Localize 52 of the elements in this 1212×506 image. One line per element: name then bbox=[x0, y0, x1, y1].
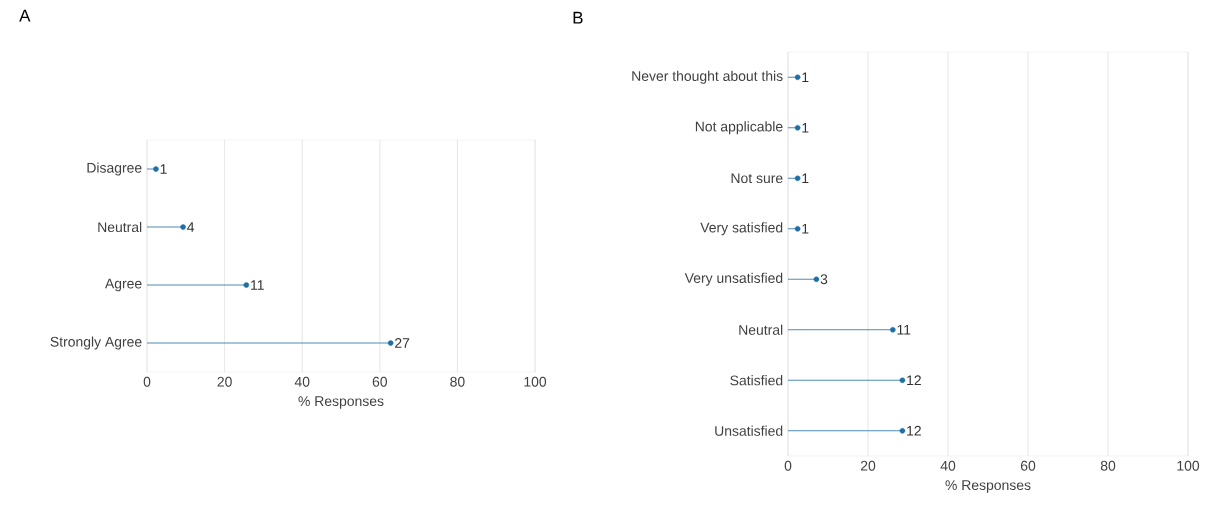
point bbox=[180, 224, 186, 230]
chart-title: A bbox=[19, 9, 31, 22]
y-tick-label: Satisfied bbox=[730, 375, 783, 386]
point bbox=[243, 282, 250, 288]
y-tick-label: Neutral bbox=[98, 221, 142, 233]
x-tick-label: 20 bbox=[217, 376, 232, 387]
point bbox=[153, 166, 159, 172]
point bbox=[794, 175, 801, 182]
y-tick-label: Neutral bbox=[739, 324, 783, 335]
x-tick-label: 100 bbox=[1177, 460, 1200, 471]
y-tick-label: Not sure bbox=[731, 173, 783, 184]
annotation: 27 bbox=[395, 338, 410, 348]
annotation: 3 bbox=[820, 274, 828, 285]
x-tick-label: 80 bbox=[450, 376, 465, 387]
x-tick-label: 0 bbox=[784, 460, 792, 471]
point bbox=[813, 276, 820, 283]
y-tick-label: Strongly Agree bbox=[50, 336, 142, 350]
annotation: 1 bbox=[160, 164, 167, 174]
y-tick-label: Very satisfied bbox=[700, 222, 783, 236]
y-tick-label: Very unsatisfied bbox=[684, 272, 783, 286]
point bbox=[794, 225, 801, 232]
point bbox=[387, 340, 394, 346]
x-axis-title: % Responses bbox=[945, 480, 1031, 493]
x-tick-label: 40 bbox=[294, 376, 310, 387]
annotation: 11 bbox=[897, 324, 911, 335]
annotation: 11 bbox=[251, 280, 264, 290]
annotation: 1 bbox=[802, 173, 809, 184]
annotation: 1 bbox=[802, 223, 809, 234]
point bbox=[899, 377, 906, 384]
y-tick-label: Not applicable bbox=[695, 121, 783, 135]
annotation: 4 bbox=[187, 222, 195, 232]
y-tick-label: Disagree bbox=[87, 162, 142, 176]
x-tick-label: 0 bbox=[143, 376, 151, 387]
point bbox=[899, 427, 906, 434]
point bbox=[890, 326, 896, 333]
annotation: 1 bbox=[802, 72, 809, 83]
x-tick-label: 80 bbox=[1100, 460, 1116, 471]
point bbox=[794, 124, 801, 131]
y-tick-label: Never thought about this bbox=[632, 70, 783, 84]
x-tick-label: 60 bbox=[372, 376, 388, 387]
y-tick-label: Unsatisfied bbox=[715, 425, 783, 436]
point bbox=[794, 74, 801, 81]
y-tick-label: Agree bbox=[104, 278, 142, 292]
x-tick-label: 40 bbox=[940, 460, 956, 471]
x-tick-label: 60 bbox=[1020, 460, 1036, 471]
annotation: 12 bbox=[907, 425, 921, 436]
x-tick-label: 100 bbox=[524, 376, 547, 387]
x-axis-title: % Responses bbox=[298, 396, 384, 409]
annotation: 12 bbox=[907, 375, 921, 386]
text: B bbox=[573, 11, 583, 24]
x-tick-label: 20 bbox=[860, 460, 876, 471]
annotation: 1 bbox=[802, 122, 809, 133]
